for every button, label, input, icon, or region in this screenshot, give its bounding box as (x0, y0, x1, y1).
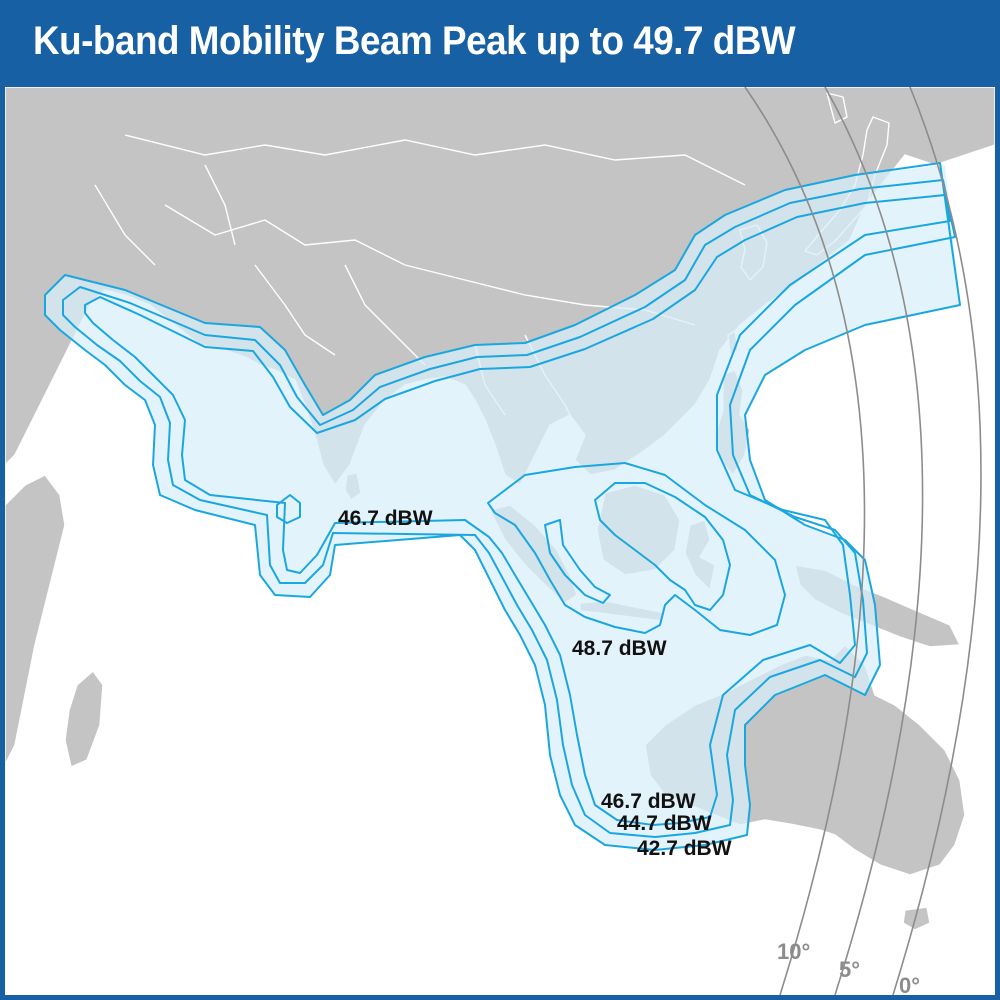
contour-48-7-inner (544, 519, 611, 604)
contour-42-7 (44, 162, 961, 851)
beam-coverage-area (45, 165, 960, 850)
elevation-arc-10 (744, 87, 866, 995)
elevation-arc-0 (892, 87, 982, 995)
label-contour-42-7: 42.7 dBW (637, 837, 732, 860)
landmass-tasmania (902, 906, 931, 931)
elevation-arc-5 (824, 87, 924, 995)
landmass-africa (5, 474, 66, 766)
contour-inner-india (276, 494, 301, 524)
title-bar: Ku-band Mobility Beam Peak up to 49.7 dB… (5, 5, 995, 87)
label-elevation-5: 5° (839, 957, 860, 982)
contour-44-7 (62, 179, 956, 838)
label-beam-48-7-peak: 48.7 dBW (572, 637, 667, 660)
label-contour-44-7: 44.7 dBW (617, 812, 712, 835)
label-elevation-0: 0° (899, 973, 920, 995)
label-contour-46-7: 46.7 dBW (601, 790, 696, 813)
coverage-map: 46.7 dBW 48.7 dBW 46.7 dBW 44.7 dBW 42.7… (5, 87, 995, 995)
page-title: Ku-band Mobility Beam Peak up to 49.7 dB… (33, 19, 796, 63)
contour-49-7-peak (594, 482, 731, 611)
contour-48-7-outer (487, 462, 786, 636)
contour-46-7 (84, 194, 951, 826)
landmass-madagascar (64, 670, 104, 768)
label-beam-46-7-india: 46.7 dBW (338, 507, 433, 530)
label-elevation-10: 10° (777, 939, 810, 964)
